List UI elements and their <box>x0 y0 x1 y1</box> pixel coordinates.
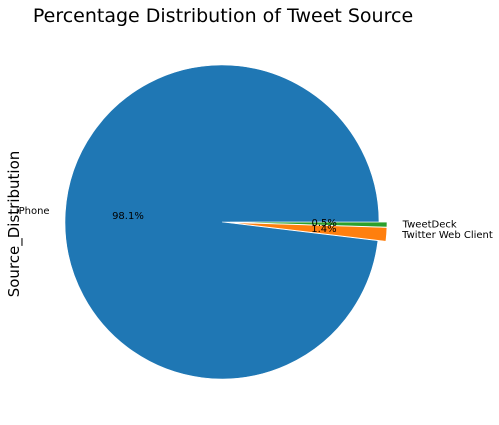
pie-percent-label-twitter-web-client: 1.4% <box>311 224 336 235</box>
pie-percent-label-tweetdeck: 0.5% <box>311 218 336 229</box>
pie-slice-tweetdeck <box>229 221 388 228</box>
pie-slice-twitter-web-client <box>229 222 388 242</box>
pie-slices <box>64 64 388 380</box>
pie-category-label-twitter-web-client: Twitter Web Client <box>401 230 493 241</box>
chart-title: Percentage Distribution of Tweet Source <box>33 5 413 27</box>
pie-category-label-tweetdeck: TweetDeck <box>402 219 457 230</box>
y-axis-label: Source_Distribution <box>5 151 24 298</box>
pie-percent-label-iphone: 98.1% <box>112 211 144 222</box>
pie-category-label-iphone: iPhone <box>16 206 50 217</box>
pie-slice-iphone <box>64 64 380 380</box>
pie-labels: 98.1% iPhone 1.4% Twitter Web Client 0.5% Twe… <box>16 206 493 241</box>
